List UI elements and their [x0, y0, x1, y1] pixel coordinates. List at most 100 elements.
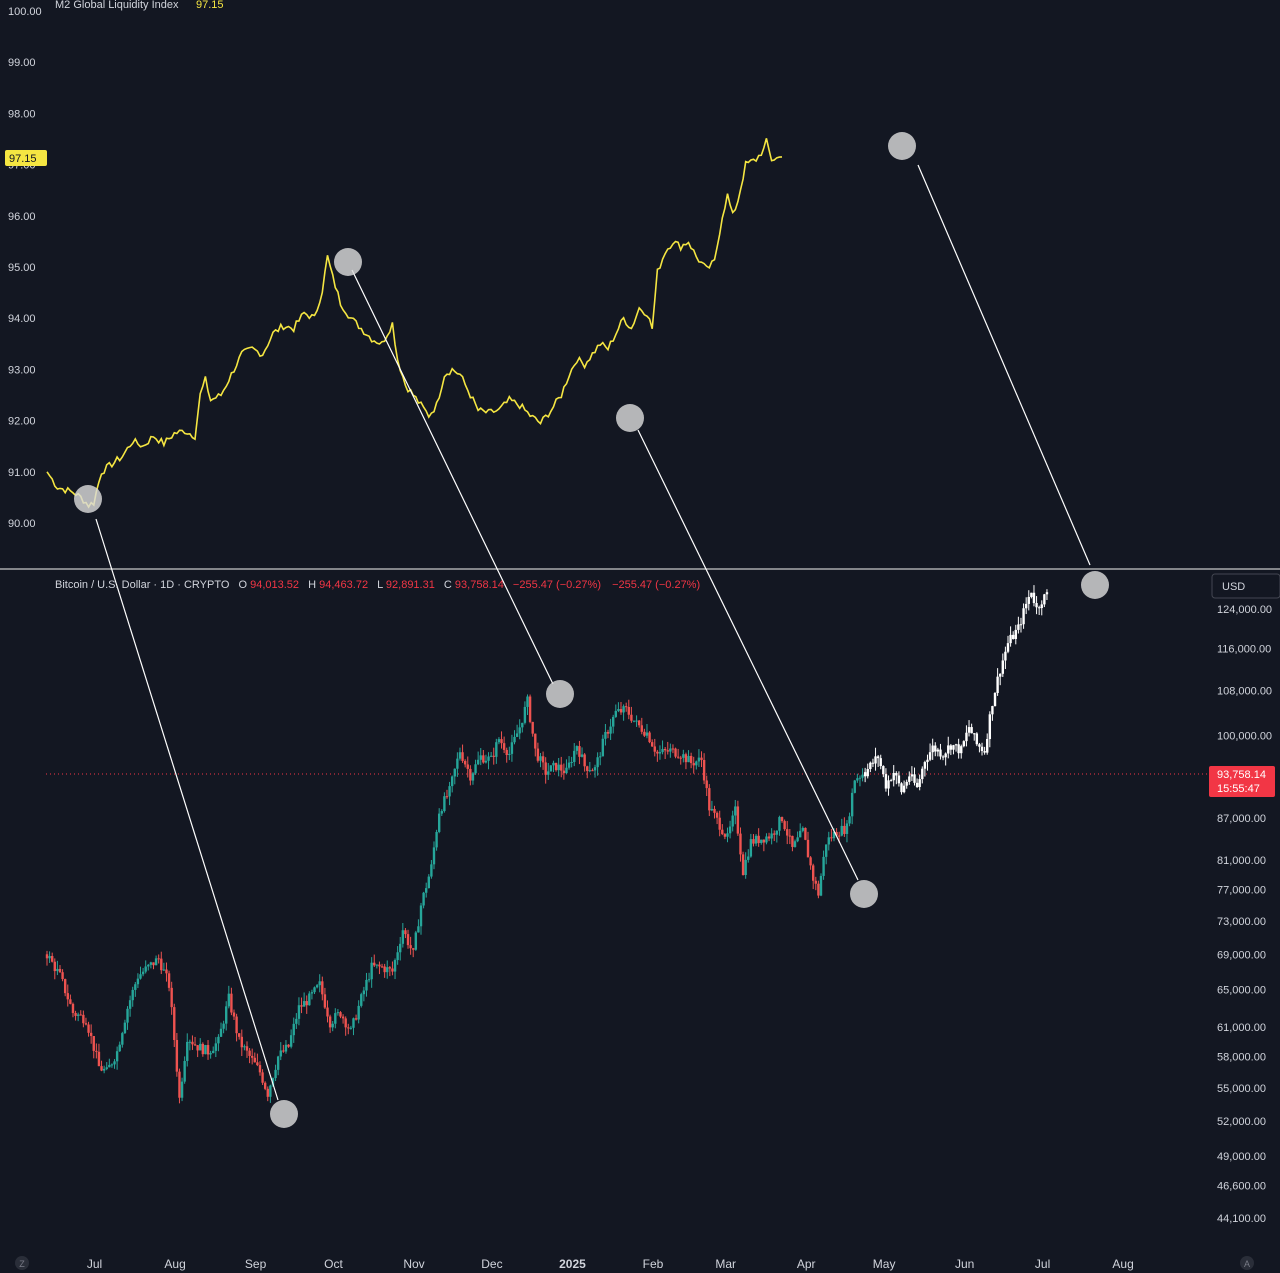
btc-candle: [622, 706, 625, 713]
btc-candle: [227, 993, 231, 1007]
btc-candle: [419, 905, 423, 927]
m2-tick-label: 90.00: [8, 518, 36, 530]
btc-candle: [245, 1046, 249, 1051]
connector-line-4: [917, 164, 1091, 566]
btc-candle: [188, 1041, 192, 1043]
btc-candle: [539, 756, 542, 761]
projection-candle: [921, 768, 924, 780]
btc-candle: [583, 754, 586, 767]
btc-candle: [648, 732, 651, 743]
m2-low-marker-2: [616, 404, 644, 432]
z-icon: Z: [19, 1259, 25, 1269]
btc-candle: [100, 1066, 103, 1071]
btc-tick-label: 116,000.00: [1217, 643, 1271, 655]
projection-candle: [996, 676, 999, 693]
btc-candle: [219, 1028, 223, 1037]
btc-price-countdown: 15:55:47: [1217, 783, 1260, 795]
btc-candle: [682, 754, 685, 758]
projection-candle: [892, 773, 895, 781]
btc-tick-label: 87,000.00: [1217, 813, 1266, 825]
btc-candle: [747, 856, 750, 860]
projection-candle: [902, 785, 906, 793]
btc-candle: [508, 753, 511, 756]
m2-tick-label: 98.00: [8, 108, 36, 120]
btc-candle: [843, 825, 846, 834]
btc-candle: [450, 776, 454, 787]
btc-candle: [705, 780, 708, 789]
m2-tick-label: 95.00: [8, 262, 36, 274]
btc-candle: [282, 1050, 285, 1052]
projection-candle: [1019, 624, 1023, 626]
btc-candle: [53, 961, 56, 972]
btc-candle: [69, 999, 72, 1004]
btc-candle: [710, 808, 714, 811]
btc-candle: [824, 844, 828, 857]
btc-candle: [321, 981, 324, 995]
btc-candle: [183, 1060, 186, 1082]
projection-candle: [866, 769, 869, 777]
btc-candle: [144, 966, 147, 972]
btc-candle: [456, 758, 459, 769]
projection-candle: [1011, 634, 1015, 639]
timezone-toggle-button[interactable]: [15, 1256, 29, 1270]
btc-candle: [388, 967, 392, 969]
btc-candle: [308, 993, 311, 1006]
btc-candle: [139, 974, 142, 979]
btc-tick-label: 44,100.00: [1217, 1213, 1266, 1225]
btc-candle: [339, 1012, 342, 1017]
currency-button[interactable]: [1211, 573, 1280, 599]
projection-candle: [863, 772, 867, 777]
btc-candle: [300, 1005, 303, 1007]
btc-candle: [534, 733, 537, 749]
projection-candle: [962, 741, 966, 747]
btc-candle: [588, 770, 592, 772]
btc-legend-open: 94,013.52: [250, 579, 299, 591]
btc-candle: [63, 979, 67, 994]
projection-candle: [1045, 592, 1049, 595]
m2-tick-label: 100.00: [8, 6, 42, 18]
time-tick-label: Mar: [715, 1257, 736, 1271]
btc-candle: [586, 766, 589, 771]
btc-legend: Bitcoin / U.S. Dollar · 1D · CRYPTO O 94…: [55, 579, 700, 591]
auto-scale-button[interactable]: [1240, 1256, 1254, 1270]
btc-candle: [235, 1016, 238, 1034]
btc-candle: [284, 1044, 288, 1052]
projection-candle: [882, 766, 885, 775]
btc-candle: [201, 1043, 205, 1055]
btc-candle: [373, 962, 376, 966]
btc-candle: [848, 816, 851, 824]
btc-candle: [250, 1055, 254, 1058]
btc-candle: [152, 962, 155, 966]
btc-candle: [513, 736, 516, 743]
time-axis: Jul Aug Sep Oct Nov Dec 2025 Feb Mar Apr May Jun Jul…: [87, 1257, 1134, 1271]
projection-candle: [965, 732, 968, 742]
btc-candle: [365, 979, 368, 991]
btc-candle: [635, 720, 638, 722]
time-tick-label: Aug: [1112, 1257, 1133, 1271]
btc-candle: [474, 764, 477, 774]
time-tick-label: Dec: [481, 1257, 502, 1271]
btc-candle: [593, 767, 597, 771]
btc-candle: [671, 748, 675, 750]
projection-candle: [983, 751, 986, 753]
projection-candle: [980, 746, 984, 752]
btc-candle: [157, 958, 160, 960]
btc-candle: [82, 1014, 85, 1024]
projection-candle: [1030, 592, 1033, 597]
btc-candle: [788, 835, 792, 837]
btc-candle: [624, 706, 628, 708]
btc-candle: [276, 1056, 280, 1070]
btc-candle: [778, 817, 781, 831]
btc-tick-label: 100,000.00: [1217, 731, 1272, 743]
btc-candle: [263, 1082, 267, 1089]
projection-candle: [941, 756, 945, 758]
btc-candle: [341, 1016, 345, 1019]
btc-candle: [289, 1035, 293, 1047]
btc-candle: [799, 830, 802, 838]
btc-candle: [50, 956, 54, 962]
btc-candle: [196, 1045, 199, 1051]
btc-candle: [749, 839, 753, 857]
btc-candle: [547, 771, 550, 775]
btc-candle: [375, 964, 379, 966]
btc-candle: [404, 930, 407, 935]
